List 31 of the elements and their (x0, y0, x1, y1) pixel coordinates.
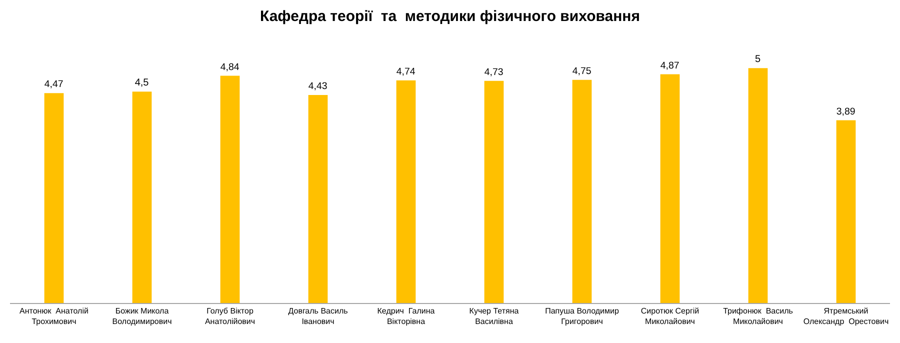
bar (660, 74, 680, 303)
x-tick-label: Божик Микола Володимирович (112, 306, 172, 326)
bar (396, 80, 416, 303)
bar (308, 94, 328, 303)
data-label: 4,75 (572, 66, 592, 77)
bar (748, 68, 768, 303)
data-label: 4,47 (44, 79, 64, 90)
chart-title: Кафедра теорії та методики фізичного виховання (260, 8, 640, 25)
x-tick-label: Трифонюк Василь Миколайович (723, 306, 793, 326)
x-tick-label: Голуб Віктор Анатолійович (204, 306, 256, 326)
x-tick-label: Кедрич Галина Вікторівна (377, 306, 436, 326)
data-label: 4,87 (660, 60, 680, 72)
data-label: 4,74 (396, 66, 416, 78)
bar (132, 92, 152, 303)
x-tick-label: Сиротюк Сергій Миколайович (640, 306, 700, 326)
x-tick-label: Ятремський Олександр Орестович (803, 306, 889, 326)
x-tick-label: Кучер Тетяна Василівна (469, 306, 520, 326)
data-label: 3,89 (836, 106, 856, 118)
bar (572, 80, 592, 303)
data-label: 4,84 (220, 62, 240, 73)
data-label: 4,43 (308, 81, 328, 92)
data-label: 5 (755, 54, 761, 66)
bar (836, 120, 856, 303)
x-tick-label: Антонюк Анатолій Трохимович (20, 306, 88, 326)
bar (220, 76, 240, 303)
x-tick-label: Папуша Володимир Григорович (545, 306, 620, 326)
x-tick-label: Довгаль Василь Іванович (288, 306, 348, 326)
bar (44, 93, 64, 303)
bar (484, 80, 504, 303)
data-label: 4,5 (134, 78, 150, 89)
data-label: 4,73 (484, 66, 504, 78)
